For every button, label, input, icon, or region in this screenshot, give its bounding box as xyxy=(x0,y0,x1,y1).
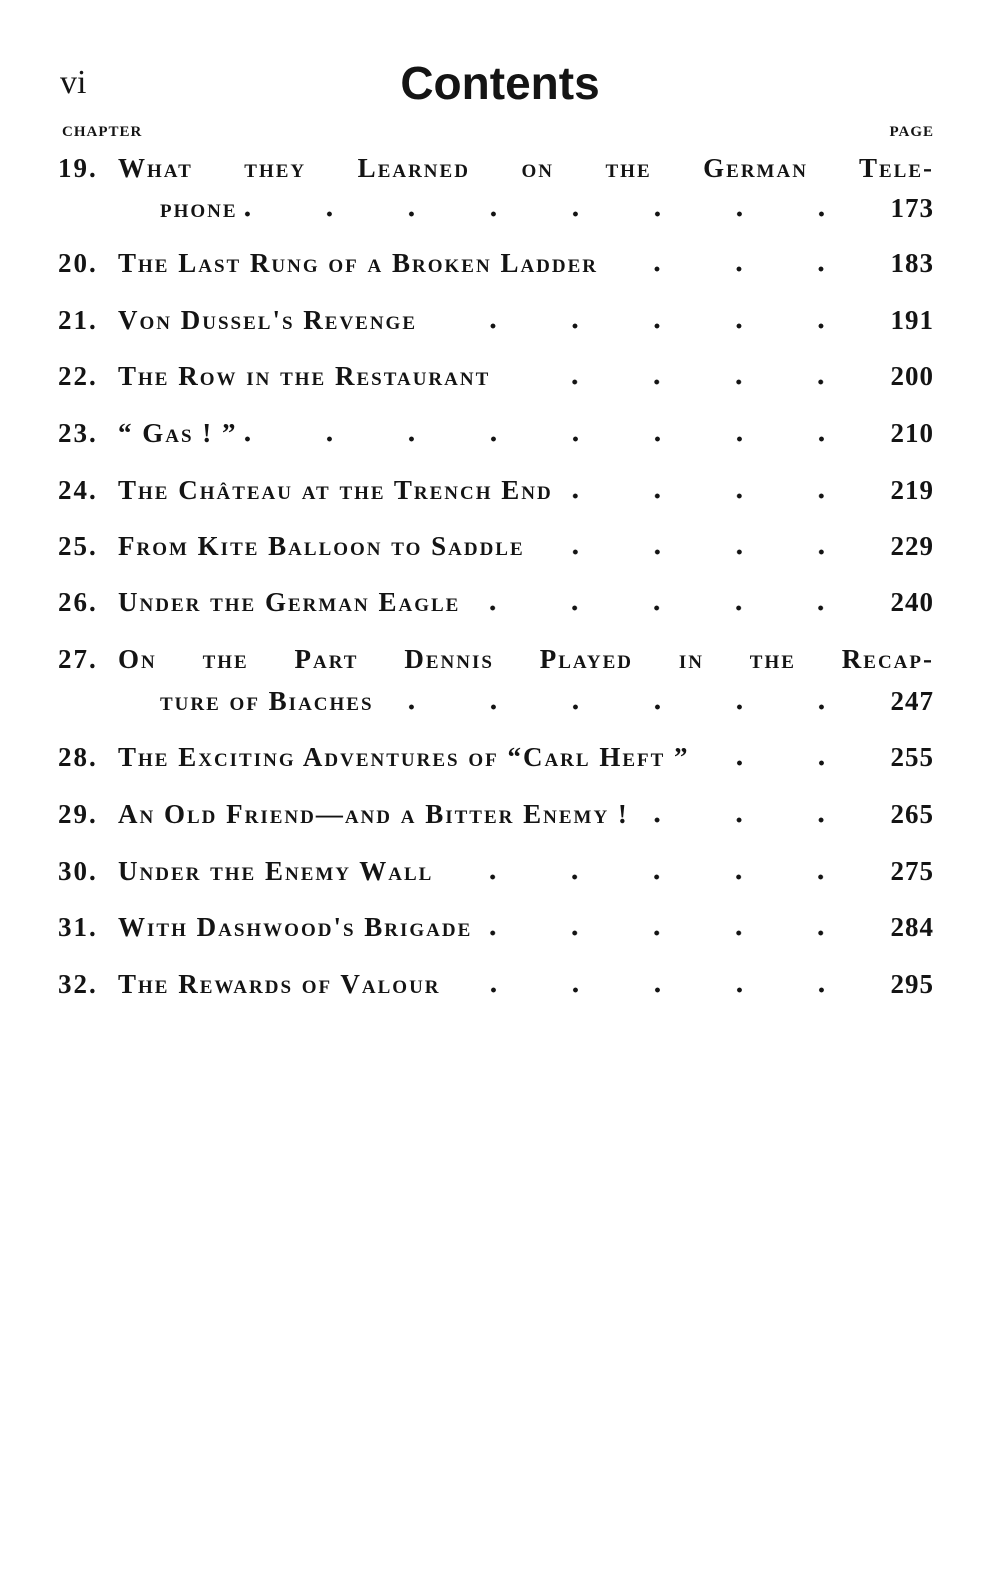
chapter-title: The Last Rung of a Broken Ladder xyxy=(118,248,599,278)
chapter-title: Under the German Eagle xyxy=(118,587,461,617)
toc-entry: 28. The Exciting Adventures of “Carl Heft… xyxy=(58,741,934,773)
dot-leader xyxy=(604,247,866,279)
dot-leader xyxy=(466,586,866,618)
chapter-number: 20. xyxy=(58,248,98,278)
chapter-number: 29. xyxy=(58,799,98,829)
page-column-label: PAGE xyxy=(889,124,934,140)
chapter-number: 31. xyxy=(58,912,98,942)
toc-entry: 21. Von Dussel's Revenge 191 xyxy=(58,304,934,336)
page-number: 210 xyxy=(890,418,934,448)
page-number: 247 xyxy=(890,686,934,716)
page-number: 191 xyxy=(890,305,934,335)
page-number: 275 xyxy=(890,856,934,886)
chapter-title: The Château at the Trench End xyxy=(118,475,553,505)
chapter-title: The Rewards of Valour xyxy=(118,969,441,999)
toc-entry: 31. With Dashwood's Brigade 284 xyxy=(58,911,934,943)
chapter-title: The Row in the Restaurant xyxy=(118,361,491,391)
page-number: 265 xyxy=(890,799,934,829)
page-number: 219 xyxy=(890,475,934,505)
toc-entry-continuation: ture of Biaches 247 xyxy=(58,685,934,717)
toc-entry: 24. The Château at the Trench End 219 xyxy=(58,474,934,506)
chapter-title-continuation: phone xyxy=(160,193,238,223)
chapter-title: From Kite Balloon to Saddle xyxy=(118,531,525,561)
toc-entry: 20. The Last Rung of a Broken Ladder 183 xyxy=(58,247,934,279)
toc-entry: 32. The Rewards of Valour 295 xyxy=(58,968,934,1000)
chapter-number: 28. xyxy=(58,742,98,772)
page-title: Contents xyxy=(400,57,600,109)
page-number: 173 xyxy=(890,193,934,223)
chapter-number: 22. xyxy=(58,361,98,391)
toc-entry: 23. “ Gas ! ” 210 xyxy=(58,417,934,449)
toc-entry: 26. Under the German Eagle 240 xyxy=(58,586,934,618)
indent xyxy=(58,685,118,717)
dot-leader xyxy=(496,360,866,392)
chapter-title: An Old Friend—and a Bitter Enemy ! xyxy=(118,799,629,829)
chapter-number: 27. xyxy=(58,644,98,674)
chapter-number: 26. xyxy=(58,587,98,617)
page-number: 295 xyxy=(890,969,934,999)
chapter-number: 32. xyxy=(58,969,98,999)
dot-leader xyxy=(695,741,866,773)
indent xyxy=(58,192,118,224)
page-number: 284 xyxy=(890,912,934,942)
toc-entry: 19. What they Learned on the German Tele- xyxy=(58,152,934,184)
toc-entry: 29. An Old Friend—and a Bitter Enemy ! 265 xyxy=(58,798,934,830)
chapter-number: 23. xyxy=(58,418,98,448)
chapter-title: The Exciting Adventures of “Carl Heft ” xyxy=(118,742,690,772)
chapter-title: With Dashwood's Brigade xyxy=(118,912,473,942)
chapter-title: What they Learned on the German Tele- xyxy=(118,153,934,183)
toc-entry: 27. On the Part Dennis Played in the Reca… xyxy=(58,643,934,675)
dot-leader xyxy=(379,685,866,717)
chapter-title: Von Dussel's Revenge xyxy=(118,305,418,335)
page-number: 229 xyxy=(890,531,934,561)
page-number: 200 xyxy=(890,361,934,391)
toc-entry: 30. Under the Enemy Wall 275 xyxy=(58,855,934,887)
chapter-number: 24. xyxy=(58,475,98,505)
dot-leader xyxy=(478,911,866,943)
chapter-column-label: CHAPTER xyxy=(62,124,143,140)
chapter-title: “ Gas ! ” xyxy=(118,418,238,448)
chapter-title: Under the Enemy Wall xyxy=(118,856,434,886)
chapter-number: 19. xyxy=(58,153,98,183)
dot-leader xyxy=(558,474,866,506)
page-number: 255 xyxy=(890,742,934,772)
dot-leader xyxy=(530,530,866,562)
dot-leader xyxy=(243,192,866,224)
dot-leader xyxy=(634,798,866,830)
dot-leader xyxy=(439,855,866,887)
toc-entry-continuation: phone 173 xyxy=(58,192,934,224)
page-folio: vi xyxy=(60,64,87,101)
chapter-title: On the Part Dennis Played in the Recap- xyxy=(118,644,934,674)
chapter-title-continuation: ture of Biaches xyxy=(160,686,374,716)
toc-entry: 25. From Kite Balloon to Saddle 229 xyxy=(58,530,934,562)
page-number: 240 xyxy=(890,587,934,617)
chapter-number: 21. xyxy=(58,305,98,335)
dot-leader xyxy=(243,417,866,449)
page-number: 183 xyxy=(890,248,934,278)
chapter-number: 25. xyxy=(58,531,98,561)
toc-entry: 22. The Row in the Restaurant 200 xyxy=(58,360,934,392)
chapter-number: 30. xyxy=(58,856,98,886)
dot-leader xyxy=(446,968,866,1000)
dot-leader xyxy=(423,304,866,336)
